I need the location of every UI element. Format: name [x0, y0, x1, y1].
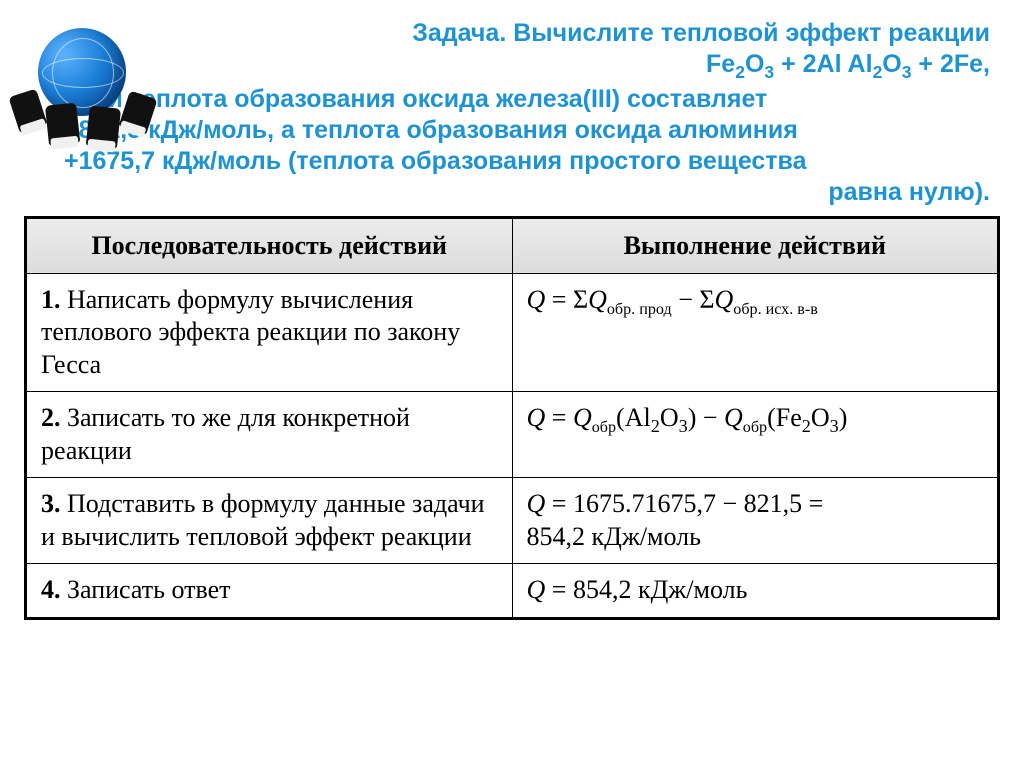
cell-action: 3. Подставить в формулу данные задачи и … [27, 478, 513, 564]
heading-line-5: +1675,7 кДж/моль (теплота образования пр… [64, 146, 990, 177]
step-number: 3. [41, 489, 61, 518]
table-header-row: Последовательность действий Выполнение д… [27, 218, 998, 273]
table-row: 3. Подставить в формулу данные задачи и … [27, 478, 998, 564]
col-header-actions: Последовательность действий [27, 218, 513, 273]
calc-line-1: Q = 1675.7Q = 1675,7 − 821,5 =1675,7 − 8… [527, 489, 824, 518]
globe-icon [38, 28, 126, 116]
formula-hess: Q = ΣQобр. прод − ΣQобр. исх. в-в [527, 285, 818, 314]
step-number: 2. [41, 403, 61, 432]
cell-action: 2. Записать то же для конкретной реакции [27, 392, 513, 478]
table-row: 2. Записать то же для конкретной реакции… [27, 392, 998, 478]
table-row: 1. Написать формулу вычисления теплового… [27, 273, 998, 392]
answer: Q = 854,2 кДж/моль [527, 575, 748, 604]
step-number: 1. [41, 285, 61, 314]
step-text: Подставить в формулу данные задачи и выч… [41, 489, 485, 551]
table-row: 4. Записать ответ Q = 854,2 кДж/моль [27, 564, 998, 618]
chair-icon [45, 103, 81, 154]
cell-result: Q = 854,2 кДж/моль [512, 564, 998, 618]
heading-line-3: если теплота образования оксида железа(I… [64, 84, 990, 115]
heading-line-4: +821,5 кДж/моль, а теплота образования о… [64, 115, 990, 146]
table: Последовательность действий Выполнение д… [26, 218, 998, 618]
cell-action: 1. Написать формулу вычисления теплового… [27, 273, 513, 392]
step-text: Записать то же для конкретной реакции [41, 403, 410, 465]
cell-result: Q = 1675.7Q = 1675,7 − 821,5 =1675,7 − 8… [512, 478, 998, 564]
slide: Задача. Вычислите тепловой эффект реакци… [0, 0, 1024, 768]
step-text: Написать формулу вычисления теплового эф… [41, 285, 460, 379]
cell-result: Q = Qобр(Al2O3) − Qобр(Fe2O3) [512, 392, 998, 478]
cell-result: Q = ΣQобр. прод − ΣQобр. исх. в-в [512, 273, 998, 392]
calc-line-2: 854,2 кДж/моль [527, 522, 702, 551]
formula-specific: Q = Qобр(Al2O3) − Qобр(Fe2O3) [527, 403, 848, 432]
heading-line-1: Задача. Вычислите тепловой эффект реакци… [274, 18, 990, 49]
step-text: Записать ответ [67, 575, 231, 604]
col-header-execution: Выполнение действий [512, 218, 998, 273]
chair-icon [8, 89, 49, 140]
task-heading: Задача. Вычислите тепловой эффект реакци… [274, 18, 990, 208]
heading-equation: Fe2O3 + 2Al Al2O3 + 2Fe, [274, 49, 990, 84]
step-number: 4. [41, 575, 61, 604]
globe-illustration [10, 10, 150, 150]
heading-line-6: равна нулю). [274, 177, 990, 208]
cell-action: 4. Записать ответ [27, 564, 513, 618]
solution-table: Последовательность действий Выполнение д… [24, 216, 1000, 620]
